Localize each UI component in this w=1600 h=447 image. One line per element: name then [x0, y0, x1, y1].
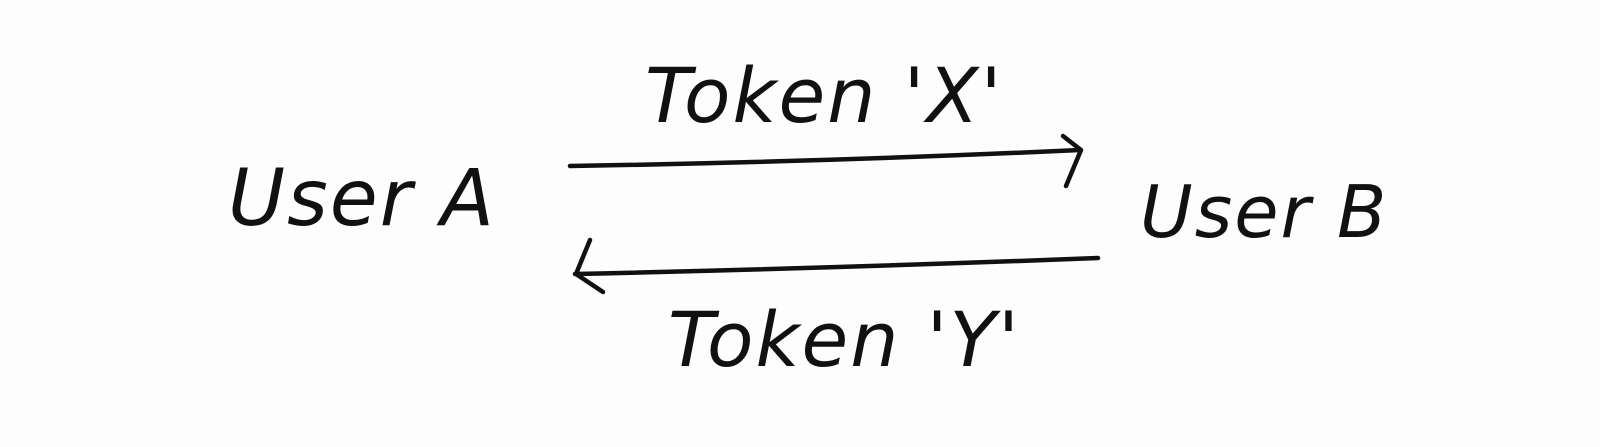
arrow-a-to-b-head: [1060, 133, 1084, 189]
edge-label-token-x: Token 'X': [645, 51, 1004, 140]
arrow-b-to-a-head: [573, 237, 606, 295]
node-user-a: User A: [228, 154, 496, 244]
arrow-a-to-b-shaft: [567, 147, 1083, 169]
edge-label-token-y: Token 'Y': [668, 295, 1021, 384]
node-user-b: User B: [1140, 170, 1389, 254]
arrow-a-to-b: [567, 133, 1084, 189]
arrow-b-to-a-shaft: [572, 255, 1101, 277]
arrow-b-to-a: [572, 237, 1101, 295]
